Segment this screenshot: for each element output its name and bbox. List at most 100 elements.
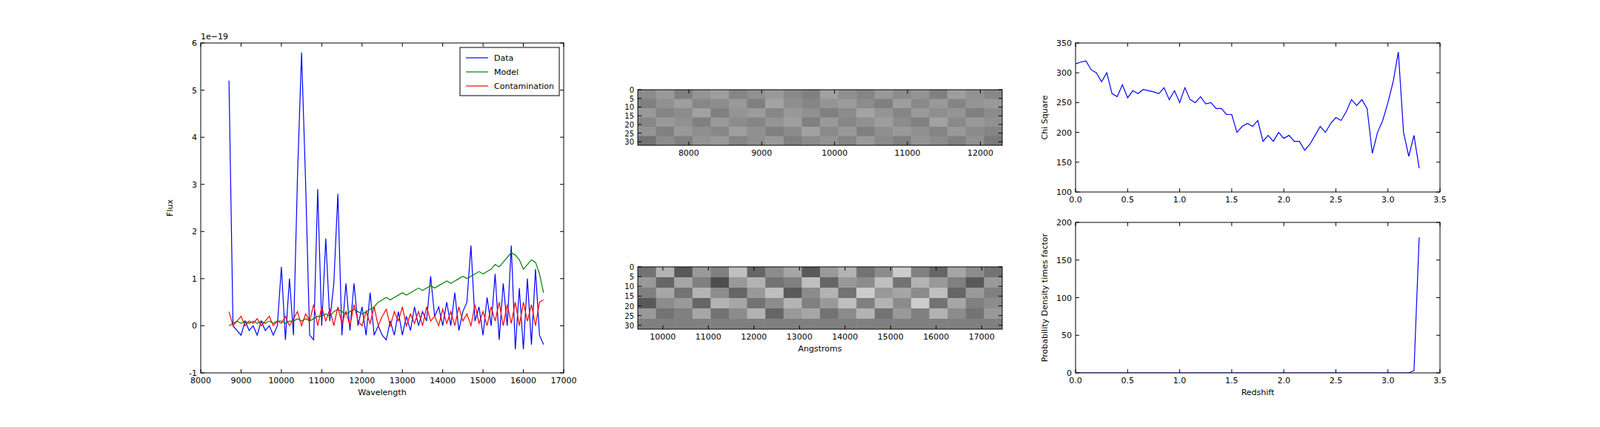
image-cell bbox=[838, 136, 858, 146]
image-cell bbox=[892, 297, 912, 309]
image-cell bbox=[637, 136, 657, 146]
y-tick bbox=[998, 295, 1003, 297]
image-cell bbox=[710, 108, 729, 118]
image-cell bbox=[965, 126, 985, 137]
image-cell bbox=[947, 99, 966, 109]
image-cell bbox=[911, 126, 930, 137]
image-cell bbox=[801, 117, 820, 128]
image-cell bbox=[856, 277, 875, 289]
image-cell bbox=[765, 277, 784, 289]
y-tick bbox=[560, 183, 564, 185]
series-line bbox=[228, 52, 544, 350]
image-cell bbox=[765, 136, 784, 146]
image-cell bbox=[692, 277, 712, 289]
image-cell bbox=[965, 136, 985, 146]
y-tick-label: 20 bbox=[624, 120, 635, 129]
image-cell bbox=[637, 89, 657, 100]
image-cell bbox=[710, 136, 729, 146]
image-cell bbox=[692, 287, 712, 299]
x-tick-label: 17000 bbox=[551, 375, 578, 386]
image-cell bbox=[783, 126, 803, 137]
y-tick-label: 350 bbox=[1056, 38, 1072, 49]
y-tick bbox=[998, 285, 1003, 287]
y-tick bbox=[998, 132, 1003, 134]
y-axis-label: Probability Density times factor bbox=[1040, 232, 1050, 362]
image-cell bbox=[820, 117, 839, 128]
x-tick bbox=[482, 42, 484, 47]
legend-swatch bbox=[465, 57, 489, 58]
image-cell bbox=[801, 136, 820, 146]
x-tick bbox=[1283, 222, 1285, 226]
y-tick bbox=[560, 277, 564, 279]
x-tick bbox=[1127, 188, 1129, 192]
image-cell bbox=[674, 297, 693, 309]
image-cell bbox=[874, 287, 894, 299]
x-tick bbox=[482, 368, 484, 373]
y-tick bbox=[200, 183, 205, 185]
y-tick bbox=[637, 324, 642, 326]
image-cell bbox=[747, 89, 766, 100]
y-tick-label: 200 bbox=[1056, 128, 1072, 138]
image-cell bbox=[929, 99, 949, 109]
y-tick bbox=[200, 325, 205, 326]
image-cell bbox=[911, 99, 930, 109]
image-cell bbox=[892, 277, 912, 289]
y-tick bbox=[998, 115, 1003, 117]
y-tick-label: 30 bbox=[624, 137, 635, 146]
y-tick bbox=[560, 231, 564, 232]
x-tick bbox=[563, 42, 565, 47]
image-cell bbox=[983, 297, 1003, 309]
image-cell bbox=[983, 117, 1003, 128]
y-tick bbox=[1075, 372, 1080, 374]
x-tick-label: 11000 bbox=[894, 148, 921, 158]
y-tick bbox=[637, 305, 642, 306]
x-tick bbox=[761, 141, 763, 146]
x-tick bbox=[1335, 368, 1337, 373]
y-tick bbox=[637, 266, 642, 268]
image-cell bbox=[710, 297, 729, 309]
image-cell bbox=[856, 117, 875, 128]
x-tick bbox=[1335, 188, 1337, 192]
image-cell bbox=[983, 99, 1003, 109]
image-cell bbox=[747, 126, 766, 137]
image-cell bbox=[820, 277, 839, 289]
image-cell bbox=[947, 308, 966, 320]
y-axis-label: Chi Square bbox=[1040, 94, 1050, 140]
y-tick bbox=[1436, 102, 1440, 103]
image-cell bbox=[674, 99, 693, 109]
image-cell bbox=[929, 308, 949, 320]
x-tick-label: 13000 bbox=[786, 331, 813, 342]
y-axis-label: Flux bbox=[165, 199, 175, 217]
image-cell bbox=[965, 99, 985, 109]
image-cell bbox=[656, 287, 675, 299]
image-cell bbox=[765, 108, 784, 118]
image-cell bbox=[856, 108, 875, 118]
y-tick-label: 150 bbox=[1056, 157, 1072, 168]
image-cell bbox=[856, 99, 875, 109]
image-cell bbox=[892, 308, 912, 320]
x-tick-label: 2.0 bbox=[1277, 194, 1291, 205]
x-tick bbox=[1179, 222, 1180, 226]
y-tick bbox=[200, 372, 205, 374]
image-cell bbox=[874, 99, 894, 109]
x-tick bbox=[1440, 222, 1441, 226]
image-cell bbox=[983, 126, 1003, 137]
x-tick bbox=[240, 42, 242, 47]
y-tick bbox=[1436, 259, 1440, 260]
y-tick bbox=[560, 137, 564, 138]
x-tick-label: 1.0 bbox=[1173, 375, 1187, 386]
image-cell bbox=[637, 117, 657, 128]
x-tick bbox=[1440, 188, 1441, 192]
image-cell bbox=[856, 89, 875, 100]
x-tick-label: 0.5 bbox=[1121, 375, 1135, 386]
x-tick-label: 17000 bbox=[968, 331, 995, 342]
image-cell bbox=[911, 108, 930, 118]
y-tick bbox=[560, 42, 564, 44]
y-tick bbox=[998, 276, 1003, 278]
image-cell bbox=[747, 136, 766, 146]
x-tick bbox=[1075, 42, 1077, 47]
image-cell bbox=[765, 117, 784, 128]
x-tick-label: 11000 bbox=[308, 375, 335, 386]
x-tick bbox=[1335, 42, 1337, 47]
x-axis-label: Wavelength bbox=[357, 387, 406, 398]
